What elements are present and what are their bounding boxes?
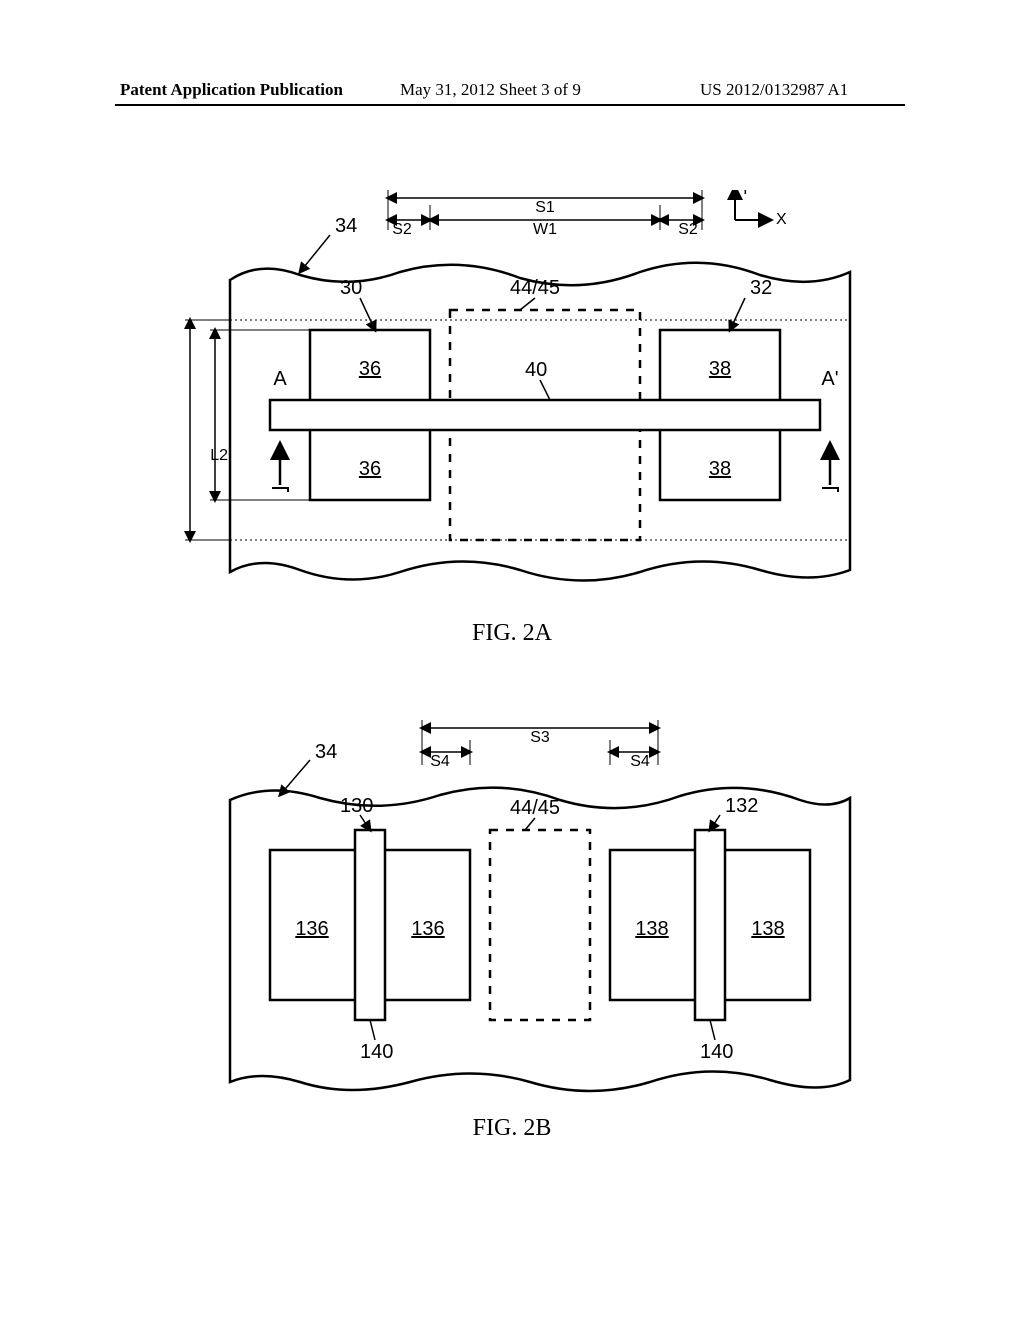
- xy-axis: Y X: [735, 190, 787, 228]
- svg-text:34: 34: [315, 741, 337, 763]
- svg-text:W1: W1: [533, 221, 557, 238]
- label-136-r: 136: [411, 918, 444, 940]
- dim-s2-right: S2: [660, 220, 702, 238]
- svg-text:S2: S2: [392, 221, 412, 238]
- header-date-sheet: May 31, 2012 Sheet 3 of 9: [400, 80, 581, 100]
- svg-text:140: 140: [700, 1041, 733, 1063]
- svg-text:34: 34: [335, 215, 357, 237]
- svg-text:S3: S3: [530, 729, 550, 746]
- svg-text:S4: S4: [430, 753, 450, 770]
- left-gate: [355, 830, 385, 1020]
- svg-text:30: 30: [340, 277, 362, 299]
- svg-text:44/45: 44/45: [510, 797, 560, 819]
- header-publication: Patent Application Publication: [120, 80, 343, 100]
- section-a-label: A: [273, 368, 287, 390]
- figure-2a: A A' 34 30 32 44/45 40 36 36 38 38 S1: [180, 190, 900, 610]
- svg-text:32: 32: [750, 277, 772, 299]
- svg-text:S2: S2: [678, 221, 698, 238]
- dim-l1: [185, 320, 230, 540]
- svg-text:Y: Y: [740, 190, 751, 198]
- label-138-l: 138: [635, 918, 668, 940]
- svg-text:44/45: 44/45: [510, 277, 560, 299]
- label-138-r: 138: [751, 918, 784, 940]
- label-136-l: 136: [295, 918, 328, 940]
- header-rule: [115, 104, 905, 106]
- label-36-bot: 36: [359, 458, 381, 480]
- dim-s4-right: S4: [610, 740, 658, 770]
- l2-text: L2: [210, 447, 228, 464]
- gate-bar: [270, 400, 820, 430]
- fig2b-caption: FIG. 2B: [412, 1115, 612, 1142]
- dim-s2-left: S2: [388, 205, 430, 238]
- figure-2b: 136 136 138 138 34 130 132 44/45 140 140…: [180, 720, 900, 1120]
- leader-34: 34: [300, 215, 357, 272]
- dim-s4-left: S4: [422, 740, 470, 770]
- svg-text:140: 140: [360, 1041, 393, 1063]
- label-38-top: 38: [709, 358, 731, 380]
- svg-text:X: X: [776, 211, 787, 228]
- svg-text:S1: S1: [535, 199, 555, 216]
- svg-text:S4: S4: [630, 753, 650, 770]
- fig2a-caption: FIG. 2A: [412, 620, 612, 647]
- svg-text:130: 130: [340, 795, 373, 817]
- right-gate: [695, 830, 725, 1020]
- label-36-top: 36: [359, 358, 381, 380]
- svg-text:132: 132: [725, 795, 758, 817]
- leader-34b: 34: [280, 741, 337, 795]
- dim-s3: S3: [422, 720, 658, 765]
- label-38-bot: 38: [709, 458, 731, 480]
- section-a-prime-label: A': [821, 368, 838, 390]
- svg-text:40: 40: [525, 359, 547, 381]
- header-docnum: US 2012/0132987 A1: [700, 80, 848, 100]
